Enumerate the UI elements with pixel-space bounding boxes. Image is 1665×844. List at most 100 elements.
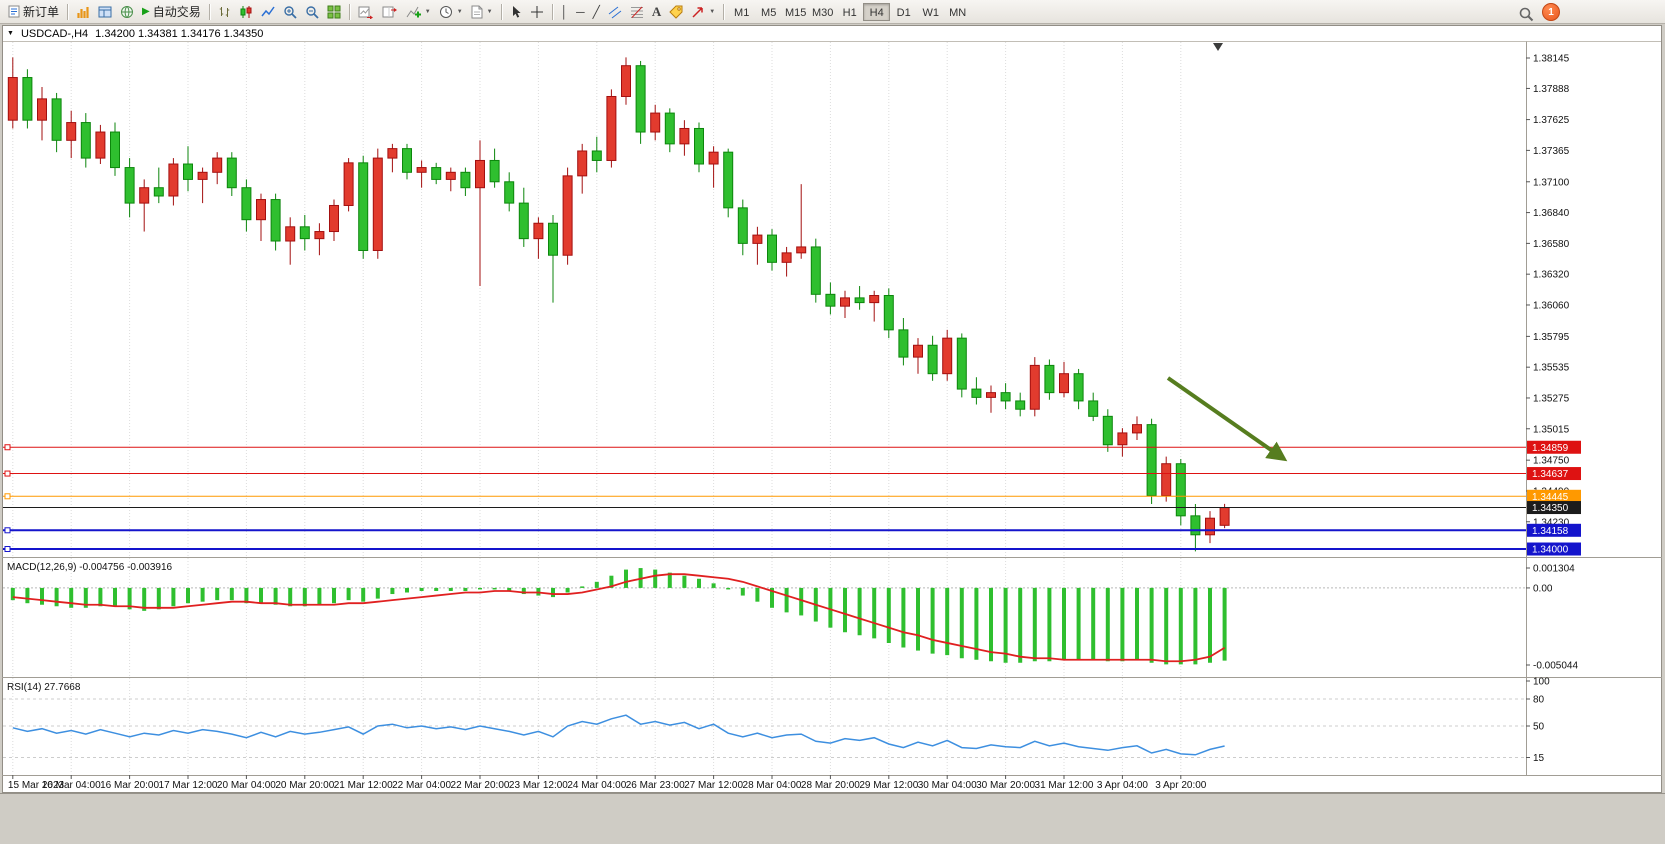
- candlestick-chart-button[interactable]: [235, 2, 257, 22]
- templates-dropdown-caret: ▼: [486, 8, 493, 15]
- svg-text:1.34859: 1.34859: [1532, 443, 1569, 454]
- horizontal-line-button[interactable]: ─: [572, 2, 589, 22]
- chart-symbol-period: USDCAD-,H4: [20, 27, 89, 40]
- svg-text:1.34230: 1.34230: [1533, 517, 1570, 528]
- svg-text:100: 100: [1533, 677, 1550, 688]
- svg-text:RSI(14) 27.7668: RSI(14) 27.7668: [7, 682, 81, 693]
- separator: [551, 3, 553, 20]
- new-order-button[interactable]: 新订单: [4, 2, 63, 22]
- arrows-tool-button[interactable]: ▼: [687, 2, 719, 22]
- svg-text:80: 80: [1533, 695, 1545, 706]
- svg-text:1.34445: 1.34445: [1532, 492, 1569, 503]
- cursor-button[interactable]: [506, 2, 526, 22]
- macd-panel[interactable]: MACD(12,26,9) -0.004756 -0.003916 0.00130…: [3, 562, 1578, 672]
- auto-scroll-button[interactable]: [354, 2, 378, 22]
- svg-text:1.34000: 1.34000: [1532, 545, 1569, 556]
- chart-shift-icon: [382, 5, 398, 19]
- market-watch-button[interactable]: [72, 2, 94, 22]
- chart-title-bar: ▼ USDCAD-,H4 1.34200 1.34381 1.34176 1.3…: [7, 27, 263, 40]
- svg-text:28 Mar 20:00: 28 Mar 20:00: [801, 780, 860, 791]
- zoom-in-icon: [283, 5, 297, 19]
- new-order-label: 新订单: [23, 5, 60, 19]
- svg-text:1.37625: 1.37625: [1533, 115, 1570, 126]
- svg-text:30 Mar 20:00: 30 Mar 20:00: [976, 780, 1035, 791]
- timeframe-m15-button[interactable]: M15: [784, 6, 807, 19]
- svg-text:1.35015: 1.35015: [1533, 424, 1570, 435]
- svg-text:15 Mar 2023: 15 Mar 2023: [8, 780, 65, 791]
- indicators-button[interactable]: ▼: [402, 2, 435, 22]
- svg-text:22 Mar 20:00: 22 Mar 20:00: [451, 780, 510, 791]
- data-window-button[interactable]: [94, 2, 116, 22]
- autotrading-button[interactable]: ▶ 自动交易: [138, 2, 205, 22]
- vertical-line-button[interactable]: │: [557, 2, 573, 22]
- rsi-panel[interactable]: RSI(14) 27.7668 100 80 50 15: [3, 677, 1550, 765]
- bar-chart-icon: [218, 5, 231, 19]
- fibonacci-icon: [630, 5, 644, 19]
- timeframe-w1-button[interactable]: W1: [922, 6, 939, 19]
- timeframe-m5-button[interactable]: M5: [761, 6, 777, 19]
- chart-shift-button[interactable]: [378, 2, 402, 22]
- vertical-line-icon: │: [560, 4, 569, 19]
- chart-menu-icon[interactable]: ▼: [7, 30, 14, 37]
- svg-text:3 Apr 04:00: 3 Apr 04:00: [1097, 780, 1149, 791]
- svg-text:1.36320: 1.36320: [1533, 270, 1570, 281]
- text-icon: A: [651, 4, 662, 19]
- svg-text:31 Mar 12:00: 31 Mar 12:00: [1035, 780, 1094, 791]
- svg-text:17 Mar 12:00: 17 Mar 12:00: [159, 780, 218, 791]
- timeframe-h1-button[interactable]: H1: [842, 6, 857, 19]
- crosshair-button[interactable]: [526, 2, 548, 22]
- bar-chart-button[interactable]: [214, 2, 235, 22]
- chart-background[interactable]: [0, 25, 1665, 844]
- svg-text:20 Mar 20:00: 20 Mar 20:00: [275, 780, 334, 791]
- periods-button[interactable]: ▼: [435, 2, 467, 22]
- fibonacci-button[interactable]: [626, 2, 648, 22]
- market-watch-icon: [76, 5, 90, 19]
- zoom-out-button[interactable]: [301, 2, 323, 22]
- new-order-icon: [8, 5, 20, 18]
- channel-button[interactable]: [604, 2, 626, 22]
- timeframe-m1-button[interactable]: M1: [734, 6, 750, 19]
- text-button[interactable]: A: [648, 2, 665, 22]
- svg-text:0.001304: 0.001304: [1533, 564, 1575, 575]
- text-label-button[interactable]: [665, 2, 687, 22]
- svg-text:30 Mar 04:00: 30 Mar 04:00: [918, 780, 977, 791]
- navigator-button[interactable]: [116, 2, 138, 22]
- svg-text:26 Mar 23:00: 26 Mar 23:00: [626, 780, 685, 791]
- svg-text:22 Mar 04:00: 22 Mar 04:00: [392, 780, 451, 791]
- svg-text:1.36060: 1.36060: [1533, 300, 1570, 311]
- zoom-in-button[interactable]: [279, 2, 301, 22]
- tile-windows-button[interactable]: [323, 2, 345, 22]
- notification-badge[interactable]: 1: [1542, 3, 1560, 21]
- svg-text:MACD(12,26,9) -0.004756 -0.003: MACD(12,26,9) -0.004756 -0.003916: [7, 562, 173, 573]
- price-axis[interactable]: 1.38145 1.37888 1.37625 1.37365 1.37100 1.368…: [1526, 41, 1581, 776]
- navigator-globe-icon: [120, 5, 134, 19]
- timeframe-d1-button[interactable]: D1: [896, 6, 911, 19]
- line-chart-icon: [261, 5, 275, 19]
- trendline-button[interactable]: ╱: [589, 2, 604, 22]
- timeframe-h4-button[interactable]: H4: [863, 2, 891, 21]
- candles-layer[interactable]: [7, 57, 1230, 552]
- line-chart-button[interactable]: [257, 2, 279, 22]
- arrows-dropdown-caret: ▼: [709, 8, 716, 15]
- separator: [67, 3, 69, 20]
- search-button[interactable]: [1514, 4, 1538, 24]
- svg-text:1.34158: 1.34158: [1532, 526, 1569, 537]
- arrow-annotation[interactable]: [1166, 376, 1288, 462]
- svg-text:1.34637: 1.34637: [1532, 469, 1569, 480]
- timeframe-m30-button[interactable]: M30: [811, 6, 834, 19]
- trendline-icon: ╱: [592, 4, 600, 19]
- svg-text:21 Mar 12:00: 21 Mar 12:00: [334, 780, 393, 791]
- horizontal-lines-layer[interactable]: [3, 444, 1526, 553]
- separator: [723, 3, 725, 20]
- chart-canvas[interactable]: 1.38145 1.37888 1.37625 1.37365 1.37100 1.368…: [0, 25, 1665, 844]
- timeframe-mn-button[interactable]: MN: [949, 6, 967, 19]
- cursor-icon: [510, 5, 522, 19]
- tile-windows-icon: [327, 5, 341, 19]
- templates-button[interactable]: ▼: [467, 2, 497, 22]
- separator: [348, 3, 350, 20]
- svg-text:1.36580: 1.36580: [1533, 239, 1570, 250]
- chart-shift-marker[interactable]: [1213, 43, 1223, 51]
- autotrading-label: 自动交易: [152, 5, 201, 19]
